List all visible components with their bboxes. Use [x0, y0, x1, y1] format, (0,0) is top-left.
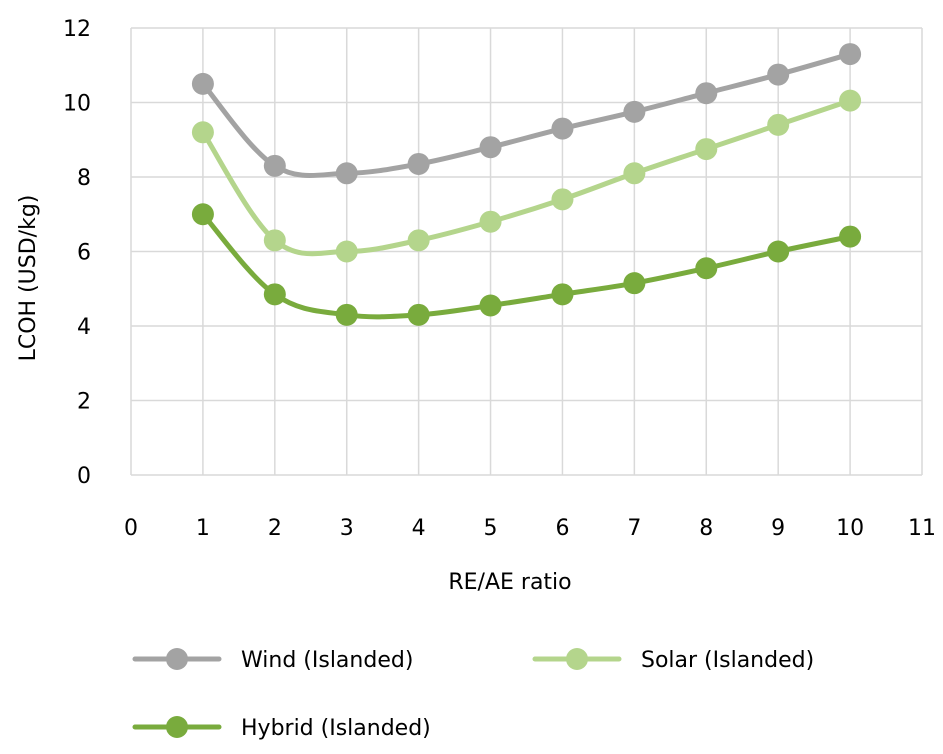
series-markers [191, 43, 862, 326]
x-axis-tick-labels: 0 1 2 3 4 5 6 7 8 9 10 11 [124, 516, 936, 541]
wind-series-line [200, 51, 853, 178]
hybrid-data-point [479, 294, 502, 317]
wind-data-point [767, 63, 790, 86]
x-tick-label: 6 [555, 516, 569, 541]
legend: Wind (Islanded) Solar (Islanded) Hybrid (I… [132, 648, 814, 741]
x-axis-title: RE/AE ratio [448, 570, 571, 595]
solar-series-line [200, 98, 853, 257]
y-tick-label: 10 [63, 92, 91, 117]
legend-item-hybrid: Hybrid (Islanded) [132, 716, 431, 741]
legend-item-solar: Solar (Islanded) [532, 648, 814, 673]
hybrid-data-point [695, 257, 718, 280]
wind-data-point [551, 117, 574, 140]
y-tick-label: 12 [63, 17, 91, 42]
y-tick-label: 6 [77, 241, 91, 266]
x-tick-label: 1 [196, 516, 210, 541]
hybrid-data-point [623, 272, 646, 295]
hybrid-data-point [551, 283, 574, 306]
wind-data-point [407, 152, 430, 175]
hybrid-data-point [407, 303, 430, 326]
legend-swatch-marker [566, 648, 588, 670]
x-tick-label: 5 [484, 516, 498, 541]
hybrid-series-line [200, 211, 853, 320]
x-tick-label: 10 [836, 516, 864, 541]
solar-data-point [551, 188, 574, 211]
hybrid-data-point [263, 283, 286, 306]
legend-label: Solar (Islanded) [641, 648, 814, 673]
y-axis-tick-labels: 0 2 4 6 8 10 12 [63, 17, 91, 489]
hybrid-data-point [191, 203, 214, 226]
grid-lines [130, 27, 923, 476]
legend-swatch-marker [166, 716, 188, 738]
legend-label: Hybrid (Islanded) [241, 716, 431, 741]
solar-data-point [335, 240, 358, 263]
wind-data-point [335, 162, 358, 185]
x-tick-label: 8 [699, 516, 713, 541]
solar-data-point [407, 229, 430, 252]
hybrid-data-point [839, 225, 862, 248]
y-tick-label: 2 [77, 390, 91, 415]
wind-data-point [695, 82, 718, 105]
legend-label: Wind (Islanded) [241, 648, 413, 673]
solar-data-point [767, 113, 790, 136]
wind-data-point [839, 43, 862, 66]
wind-data-point [263, 154, 286, 177]
legend-swatch-marker [166, 648, 188, 670]
wind-data-point [191, 72, 214, 95]
x-tick-label: 11 [908, 516, 936, 541]
wind-data-point [623, 100, 646, 123]
y-tick-label: 4 [77, 315, 91, 340]
y-tick-label: 8 [77, 166, 91, 191]
hybrid-data-point [335, 303, 358, 326]
x-tick-label: 7 [627, 516, 641, 541]
solar-data-point [839, 89, 862, 112]
x-tick-label: 9 [771, 516, 785, 541]
x-tick-label: 4 [412, 516, 426, 541]
solar-data-point [479, 210, 502, 233]
solar-data-point [191, 121, 214, 144]
x-tick-label: 2 [268, 516, 282, 541]
solar-data-point [695, 138, 718, 161]
y-tick-label: 0 [77, 464, 91, 489]
solar-data-point [263, 229, 286, 252]
y-axis-title: LCOH (USD/kg) [16, 195, 41, 362]
legend-item-wind: Wind (Islanded) [132, 648, 413, 673]
hybrid-data-point [767, 240, 790, 263]
solar-data-point [623, 162, 646, 185]
x-tick-label: 0 [124, 516, 138, 541]
series-lines [200, 51, 853, 320]
x-tick-label: 3 [340, 516, 354, 541]
wind-data-point [479, 136, 502, 159]
